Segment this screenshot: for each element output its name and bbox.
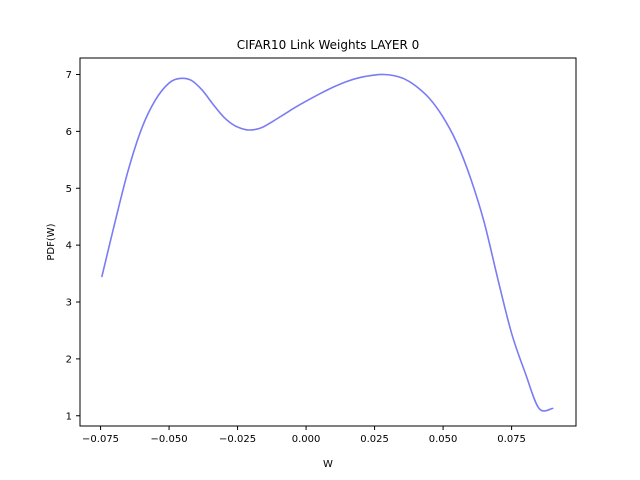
plot-area [79, 57, 577, 427]
y-tick-label: 4 [66, 241, 72, 252]
x-tick-label: −0.075 [82, 434, 119, 445]
y-tick-label: 5 [66, 184, 72, 195]
x-tick-label: −0.025 [219, 434, 256, 445]
x-tick-label: 0.000 [292, 434, 321, 445]
chart-title: CIFAR10 Link Weights LAYER 0 [237, 38, 420, 52]
x-tick-label: 0.075 [497, 434, 526, 445]
x-axis-ticks: −0.075 −0.050 −0.025 0.000 0.025 0.050 0.075 [82, 426, 526, 445]
y-tick-label: 3 [66, 298, 72, 309]
y-axis-ticks: 1 2 3 4 5 6 7 [66, 70, 80, 422]
y-tick-label: 7 [66, 70, 72, 81]
x-tick-label: 0.050 [429, 434, 458, 445]
x-tick-label: 0.025 [360, 434, 389, 445]
series-layer [101, 73, 554, 412]
x-tick-label: −0.050 [151, 434, 188, 445]
y-tick-label: 6 [66, 127, 72, 138]
y-axis-label: PDF(W) [46, 223, 57, 260]
axes-frame [79, 57, 577, 427]
y-tick-label: 1 [66, 411, 72, 422]
y-tick-label: 2 [66, 354, 72, 365]
x-axis-label: W [323, 459, 333, 470]
series-line-0 [101, 73, 554, 412]
